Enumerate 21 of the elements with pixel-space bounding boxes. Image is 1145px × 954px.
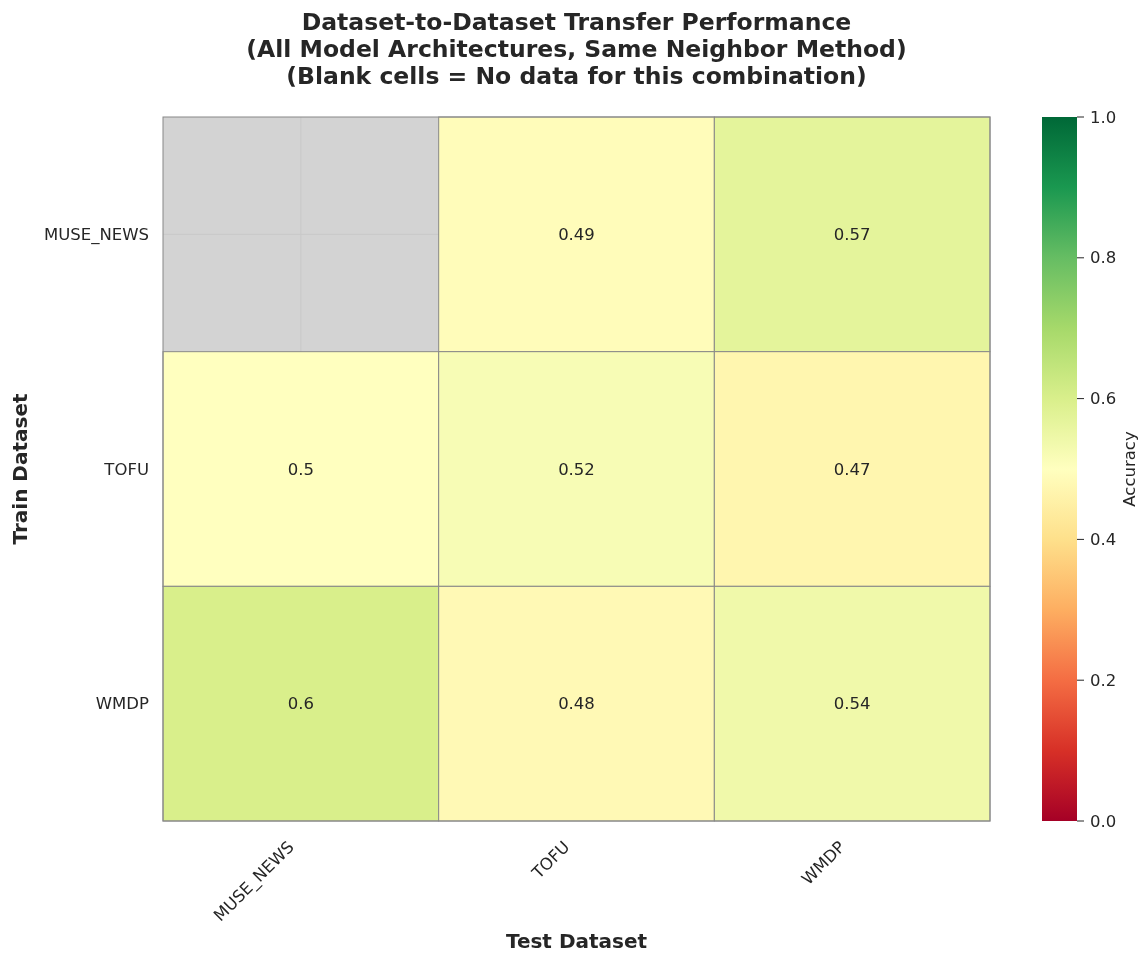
color-bar-label: 0.6 (1090, 389, 1117, 409)
color-bar-label: 0.8 (1090, 248, 1117, 268)
y-tick-label: WMDP (95, 694, 150, 714)
data-label: 0.57 (833, 224, 871, 244)
y-tick-label: MUSE_NEWS (43, 224, 149, 245)
data-label: 0.48 (558, 694, 595, 714)
data-label: 0.5 (287, 459, 314, 479)
color-bar-label: 0.0 (1090, 811, 1117, 831)
data-label: 0.6 (287, 694, 314, 714)
color-bar-label: 0.2 (1090, 670, 1117, 690)
data-label: 0.54 (833, 694, 871, 714)
data-label: 0.49 (558, 224, 595, 244)
color-bar-title: Accuracy (1120, 431, 1139, 507)
y-axis-title: Train Dataset (8, 393, 32, 545)
color-bar-label: 0.4 (1090, 529, 1117, 549)
chart-title: Dataset-to-Dataset Transfer Performance (All Model Architectures, Same Neighbor Method) (Blank cells = No data for this combination) (246, 8, 907, 90)
y-tick-label: TOFU (103, 459, 149, 479)
data-label: 0.52 (558, 459, 595, 479)
data-label: 0.47 (833, 459, 871, 479)
color-bar-label: 1.0 (1090, 107, 1117, 127)
x-axis-title: Test Dataset (505, 929, 648, 953)
